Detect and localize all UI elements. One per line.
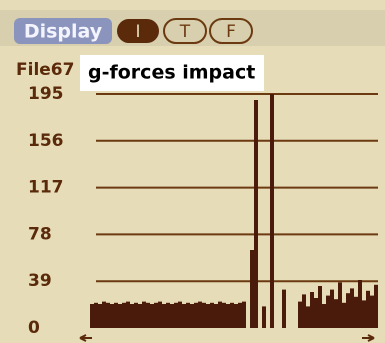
bar [330,290,334,328]
bar [262,306,266,328]
y-tick-label: 195 [28,84,64,104]
bar [326,296,330,328]
tab-label: T [179,22,191,42]
bar [226,304,230,328]
bar [250,250,254,328]
bar [158,302,162,328]
bar [122,303,126,328]
bar [354,297,358,328]
bar [134,303,138,328]
bar [130,304,134,328]
bar [166,303,170,328]
y-tick-label: 156 [28,131,64,151]
bar [334,299,338,328]
bar [110,304,114,328]
bar [186,303,190,328]
bar [206,304,210,328]
bar [298,302,302,328]
bar [242,302,246,328]
bar [114,303,118,328]
bar [350,288,354,328]
screen-background [0,0,385,343]
bar [234,304,238,328]
bar [102,302,106,328]
bar [94,303,98,328]
bar [138,304,142,328]
bar [106,303,110,328]
bar [270,94,274,328]
bar [314,298,318,328]
bar [198,302,202,328]
bar [126,302,130,328]
bar [342,303,346,328]
bar [142,302,146,328]
y-tick-label: 78 [28,224,52,244]
bar [150,304,154,328]
bar [214,304,218,328]
bar [322,304,326,328]
bar [202,303,206,328]
bar [162,304,166,328]
bar [346,293,350,328]
bar [218,302,222,328]
tab-label: Display [24,21,103,43]
bar [230,303,234,328]
bar [310,292,314,328]
bar [194,303,198,328]
bar [302,294,306,328]
file-label: File67 [16,60,74,80]
bar [374,285,378,328]
tab-label: F [226,22,236,42]
bar [282,290,286,328]
bar [154,303,158,328]
y-tick-label: 117 [28,178,64,198]
bar [362,300,366,328]
bar [318,286,322,328]
bar [170,304,174,328]
bar [174,303,178,328]
bar [254,100,258,328]
bar [190,304,194,328]
bar [306,306,310,328]
bar [358,280,362,328]
bar [210,303,214,328]
bar [366,291,370,328]
page: Display I T F File67 g-forces impact 0 39… [0,0,385,343]
y-tick-label: 39 [28,271,52,291]
bar [146,303,150,328]
chart-title: g-forces impact [88,62,255,84]
y-tick-label: 0 [28,318,40,338]
bar [98,304,102,328]
bar [238,303,242,328]
device-screen: Display I T F File67 g-forces impact 0 39… [0,0,385,343]
bar [182,304,186,328]
bar [118,304,122,328]
tab-label: I [135,22,140,42]
bar [370,296,374,328]
bar [90,304,94,328]
bar [222,303,226,328]
bar [178,302,182,328]
bar [338,282,342,328]
